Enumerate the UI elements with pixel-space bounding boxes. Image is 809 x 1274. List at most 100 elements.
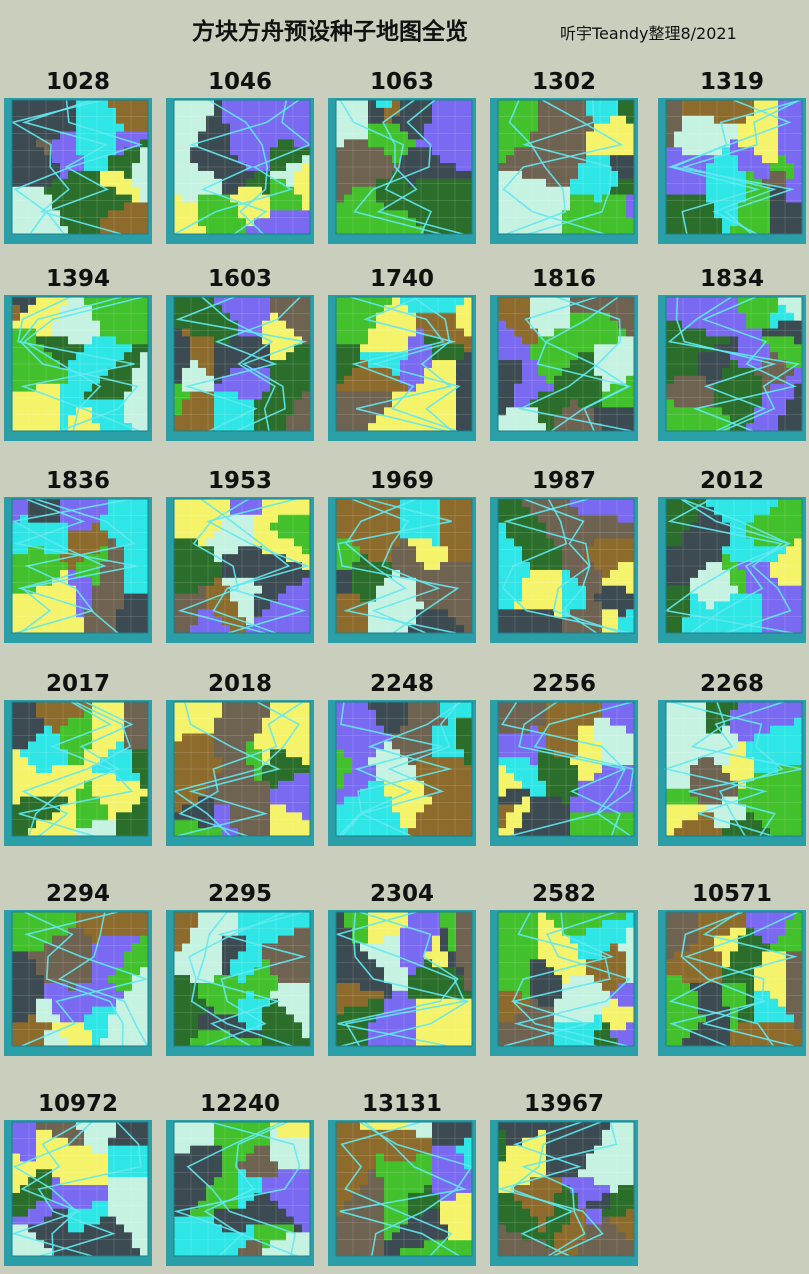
terrain-cell <box>738 218 747 227</box>
terrain-cell <box>278 352 287 361</box>
terrain-cell <box>674 131 683 140</box>
terrain-cell <box>530 391 539 400</box>
terrain-cell <box>626 344 635 353</box>
terrain-cell <box>666 100 675 109</box>
terrain-cell <box>190 304 199 314</box>
terrain-cell <box>238 514 247 524</box>
terrain-cell <box>230 107 239 117</box>
terrain-cell <box>238 546 247 555</box>
terrain-cell <box>76 820 85 829</box>
terrain-cell <box>626 367 635 377</box>
terrain-cell <box>408 139 417 148</box>
terrain-cell <box>690 336 699 345</box>
terrain-cell <box>602 383 611 393</box>
terrain-cell <box>554 202 563 211</box>
terrain-cell <box>586 218 595 227</box>
terrain-cell <box>618 375 627 385</box>
terrain-cell <box>464 100 473 109</box>
terrain-cell <box>206 506 215 516</box>
terrain-cell <box>424 123 433 133</box>
terrain-cell <box>68 749 77 758</box>
terrain-cell <box>546 415 555 424</box>
terrain-cell <box>464 499 473 508</box>
terrain-cell <box>360 625 369 634</box>
seed-label: 1836 <box>45 468 110 494</box>
terrain-cell <box>376 391 385 400</box>
terrain-cell <box>722 506 731 516</box>
terrain-cell <box>456 522 465 532</box>
terrain-cell <box>198 609 207 618</box>
terrain-cell <box>28 367 37 377</box>
terrain-cell <box>368 336 377 345</box>
terrain-cell <box>376 423 385 432</box>
terrain-cell <box>28 202 37 211</box>
terrain-cell <box>238 352 247 361</box>
terrain-cell <box>222 336 231 345</box>
terrain-cell <box>714 328 723 337</box>
terrain-cell <box>778 514 787 524</box>
terrain-cell <box>618 155 627 164</box>
terrain-cell <box>52 391 61 400</box>
terrain-cell <box>206 123 215 133</box>
terrain-cell <box>28 415 37 424</box>
terrain-cell <box>424 625 433 634</box>
terrain-cell <box>530 336 539 345</box>
terrain-cell <box>594 344 603 353</box>
river <box>681 99 801 235</box>
terrain-cell <box>116 344 125 353</box>
terrain-cell <box>140 546 149 555</box>
terrain-cell <box>570 194 579 203</box>
terrain-cell <box>222 506 231 516</box>
terrain-cell <box>20 297 29 306</box>
terrain-cell <box>174 297 183 306</box>
terrain-cell <box>124 585 133 595</box>
terrain-cell <box>602 554 611 563</box>
map-tile: 1063 <box>328 66 476 244</box>
terrain-cell <box>100 147 109 156</box>
terrain-cell <box>464 123 473 133</box>
terrain-cell <box>12 820 21 829</box>
terrain-cell <box>464 155 473 164</box>
terrain-cell <box>456 312 465 322</box>
terrain-cell <box>514 601 523 610</box>
terrain-cell <box>20 320 29 330</box>
terrain-cell <box>360 320 369 330</box>
terrain-cell <box>698 506 707 516</box>
terrain-cell <box>124 538 133 547</box>
terrain-cell <box>44 772 53 782</box>
terrain-cell <box>514 423 523 432</box>
terrain-cell <box>76 383 85 393</box>
terrain-cell <box>408 107 417 117</box>
terrain-cell <box>610 100 619 109</box>
terrain-cell <box>190 336 199 345</box>
terrain-cell <box>124 210 133 219</box>
terrain-cell <box>206 399 215 408</box>
terrain-cell <box>594 383 603 393</box>
terrain-cell <box>246 194 255 203</box>
terrain-cell <box>238 601 247 610</box>
terrain-cell <box>360 577 369 587</box>
terrain-cell <box>554 328 563 337</box>
terrain-cell <box>294 625 303 634</box>
terrain-cell <box>530 585 539 595</box>
terrain-cell <box>336 391 345 400</box>
terrain-cell <box>52 202 61 211</box>
terrain-cell <box>714 499 723 508</box>
river <box>18 701 134 837</box>
terrain-cell <box>424 514 433 524</box>
terrain-cell <box>286 139 295 148</box>
terrain-cell <box>28 538 37 547</box>
terrain-cell <box>60 123 69 133</box>
terrain-cell <box>602 546 611 555</box>
terrain-cell <box>626 352 635 361</box>
terrain-cell <box>514 554 523 563</box>
terrain-cell <box>730 336 739 345</box>
terrain-cell <box>12 383 21 393</box>
terrain-cell <box>108 593 117 602</box>
terrain-cell <box>20 107 29 117</box>
terrain-cell <box>84 749 93 758</box>
terrain-cell <box>762 593 771 602</box>
terrain-cell <box>498 210 507 219</box>
terrain-cell <box>20 415 29 424</box>
terrain-cell <box>618 226 627 235</box>
